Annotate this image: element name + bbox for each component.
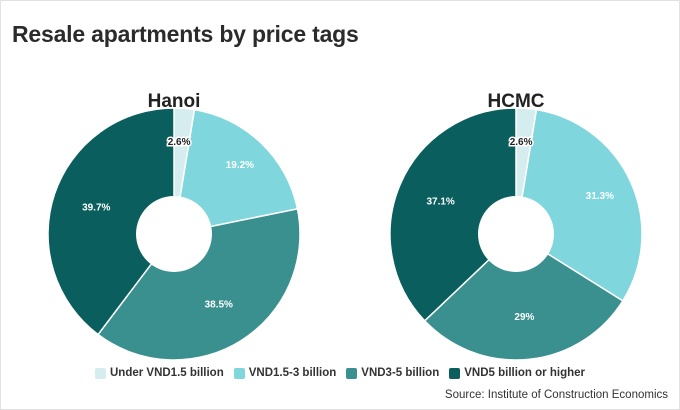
legend: Under VND1.5 billion VND1.5-3 billion VN… — [0, 367, 680, 379]
legend-label: VND1.5-3 billion — [248, 367, 337, 379]
legend-swatch — [449, 367, 461, 379]
legend-item-3-5: VND3-5 billion — [346, 367, 439, 379]
slice-3-5 — [96, 207, 301, 361]
chart-title: HCMC — [488, 91, 545, 112]
legend-swatch — [94, 367, 106, 379]
donut-hole — [478, 196, 554, 272]
donut-chart-hanoi: Hanoi 2.6% 19.2% 38.5% 39.7% — [47, 91, 301, 361]
page-title: Resale apartments by price tags — [12, 21, 359, 47]
donut-hole — [136, 196, 212, 272]
data-label-1-5-3: 31.3% — [586, 191, 614, 202]
legend-label: VND3-5 billion — [361, 367, 440, 379]
chart-title: Hanoi — [148, 91, 201, 112]
slice-1-5-3 — [173, 108, 299, 235]
legend-swatch — [233, 367, 245, 379]
legend-item-under-1-5: Under VND1.5 billion — [94, 367, 224, 379]
legend-item-5-plus: VND5 billion or higher — [449, 367, 585, 379]
legend-item-1-5-3: VND1.5-3 billion — [233, 367, 337, 379]
donut-chart-hcmc: HCMC 2.6% 31.3% 29% 37.1% — [389, 91, 643, 361]
data-label-under-1-5: 2.6% — [510, 137, 533, 148]
legend-label: Under VND1.5 billion — [109, 367, 224, 379]
legend-label: VND5 billion or higher — [464, 367, 585, 379]
slice-5-plus — [389, 107, 517, 322]
data-label-under-1-5: 2.6% — [168, 137, 191, 148]
data-label-5-plus: 39.7% — [82, 203, 110, 214]
source-note: Source: Institute of Construction Econom… — [444, 389, 668, 401]
data-label-3-5: 38.5% — [205, 300, 233, 311]
slice-5-plus — [47, 107, 175, 336]
data-label-3-5: 29% — [514, 312, 534, 323]
data-label-5-plus: 37.1% — [426, 196, 454, 207]
slice-3-5 — [423, 233, 624, 361]
data-label-1-5-3: 19.2% — [226, 160, 254, 171]
legend-swatch — [346, 367, 358, 379]
